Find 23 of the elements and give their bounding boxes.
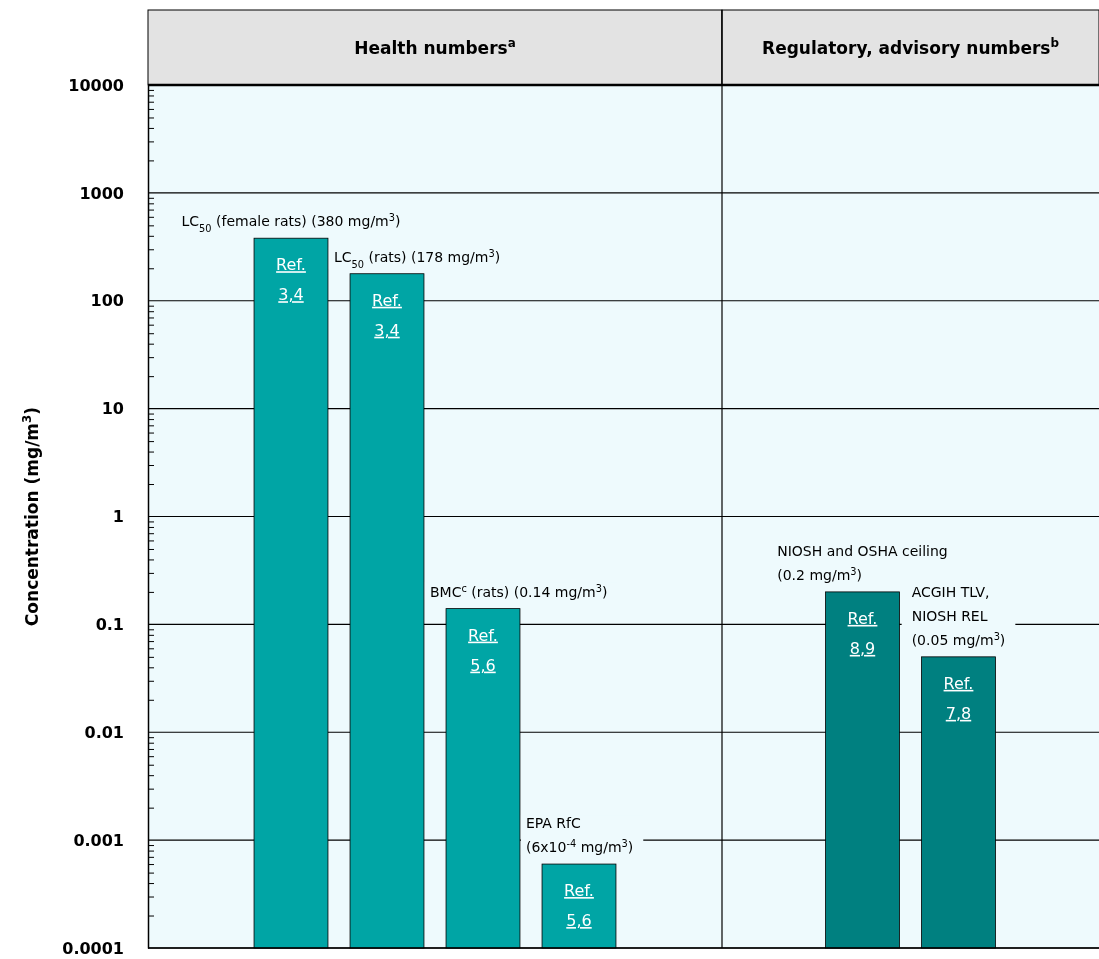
chart-title: Health numbers$^{a}$ bbox=[354, 35, 516, 58]
annotation: Ref. 5,6 bbox=[564, 881, 594, 931]
y-tick-label: 100 bbox=[90, 291, 124, 311]
annotation: Ref. 3,4 bbox=[276, 255, 306, 305]
y-tick-label: 0.1 bbox=[95, 614, 124, 634]
y-tick-label: 1000 bbox=[79, 183, 124, 203]
annotation: Ref. 3,4 bbox=[372, 290, 402, 340]
y-tick-label: 0.0001 bbox=[62, 938, 124, 958]
data-label: LC$_{50}$ (female rats) (380 mg/m$^{3}$) bbox=[181, 211, 401, 234]
annotation: Ref. 5,6 bbox=[468, 625, 498, 675]
chart-title: Regulatory, advisory numbers$^{b}$ bbox=[762, 35, 1059, 58]
y-tick-label: 10 bbox=[101, 399, 124, 419]
data-label: EPA RfC (6x10$^{-4}$ mg/m$^{3}$) bbox=[525, 815, 634, 856]
y-tick-label: 0.01 bbox=[84, 722, 124, 742]
annotation: Ref. 8,9 bbox=[847, 608, 878, 658]
data-label: NIOSH and OSHA ceiling (0.2 mg/m$^{3}$) bbox=[777, 542, 948, 583]
y-tick-label: 0.001 bbox=[73, 830, 124, 850]
data-label: ACGIH TLV, NIOSH REL (0.05 mg/m$^{3}$) bbox=[911, 583, 1006, 648]
data-label: LC$_{50}$ (rats) (178 mg/m$^{3}$) bbox=[333, 247, 501, 270]
y-tick-label: 10000 bbox=[68, 75, 124, 95]
y-tick-label: 1 bbox=[112, 507, 124, 527]
data-label: BMC$^{c}$ (rats) (0.14 mg/m$^{3}$) bbox=[429, 582, 608, 600]
annotation: Ref. 7,8 bbox=[943, 673, 974, 723]
